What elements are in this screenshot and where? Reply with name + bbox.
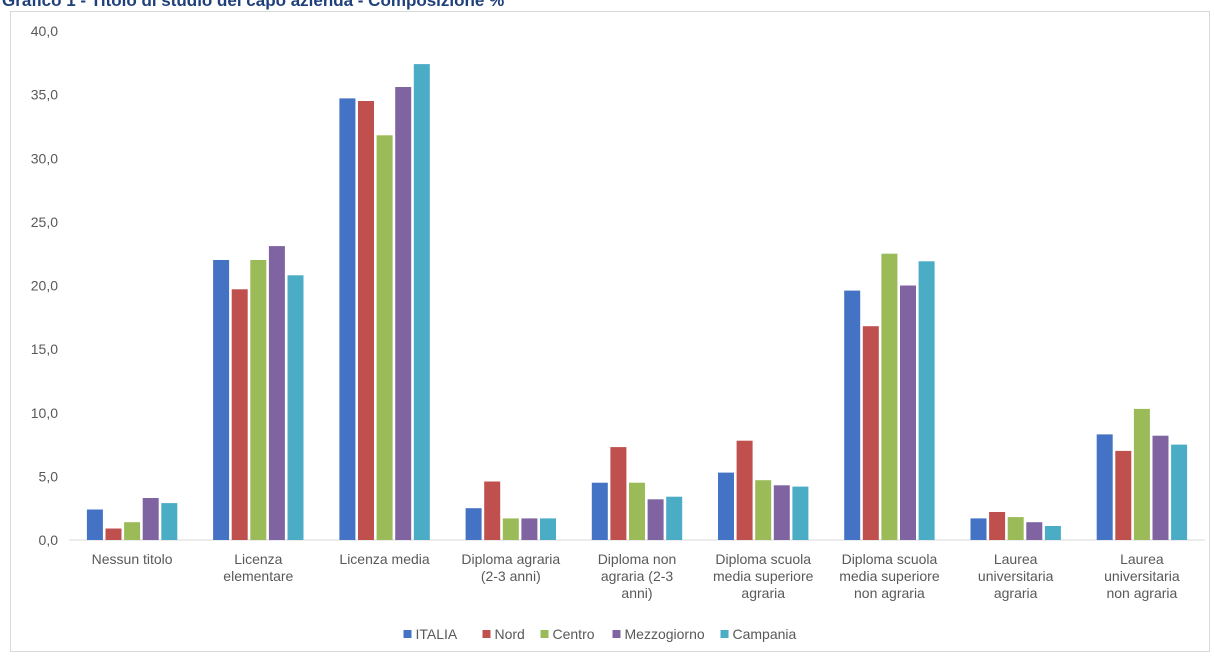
bar-italia — [465, 508, 482, 540]
chart-frame — [10, 11, 1210, 652]
x-category-label: Diploma non agraria (2-3 anni) — [598, 551, 677, 601]
bar-italia — [718, 472, 734, 540]
bar-campania — [161, 503, 178, 540]
legend-swatch-campania — [720, 630, 729, 638]
bar-nord — [231, 289, 248, 540]
x-category-label: Licenza media — [339, 551, 429, 567]
bar-campania — [413, 64, 430, 540]
x-category-label: Diploma scuola media superiore agraria — [713, 551, 814, 601]
y-tick-label: 25,0 — [31, 214, 58, 230]
legend-swatch-mezzogiorno — [612, 630, 621, 638]
bar-italia — [844, 290, 861, 540]
x-category-label: Laurea universitaria agraria — [978, 551, 1054, 601]
bar-centro — [881, 253, 898, 540]
bar-centro — [629, 482, 645, 540]
chart-title: Grafico 1 - Titolo di studio del capo az… — [2, 0, 505, 10]
legend-label-campania: Campania — [733, 626, 797, 642]
bar-campania — [287, 275, 304, 540]
bar-italia — [1096, 434, 1113, 540]
bar-nord — [610, 447, 627, 540]
bar-mezzogiorno — [1152, 435, 1169, 540]
y-axis: 0,0 5,0 10,0 15,0 20,0 25,0 30,0 35,0 40,0 — [31, 23, 58, 548]
bar-centro — [502, 518, 519, 540]
bar-centro — [124, 522, 141, 540]
x-category-label: Laurea universitaria non agraria — [1104, 551, 1180, 601]
bar-campania — [540, 518, 556, 540]
x-category-label: Diploma agraria (2-3 anni) — [461, 551, 560, 584]
y-tick-label: 10,0 — [31, 405, 58, 421]
legend-swatch-centro — [540, 630, 549, 638]
bar-centro — [755, 480, 772, 540]
bars — [86, 64, 1188, 541]
x-axis-labels: Nessun titolo Licenza elementare Licenza me… — [92, 551, 1180, 601]
bar-nord — [1115, 450, 1132, 540]
legend-label-nord: Nord — [495, 626, 525, 642]
bar-mezzogiorno — [900, 285, 916, 540]
y-tick-label: 30,0 — [31, 150, 58, 166]
bar-centro — [376, 135, 393, 541]
bar-mezzogiorno — [521, 518, 538, 540]
bar-nord — [862, 326, 879, 540]
y-tick-label: 15,0 — [31, 341, 58, 357]
legend: ITALIA Nord Centro Mezzogiorno Campania — [403, 626, 797, 642]
bar-campania — [666, 496, 683, 540]
x-category-label: Diploma scuola media superiore non agraria — [839, 551, 940, 601]
y-tick-label: 5,0 — [39, 468, 59, 484]
x-category-label: Licenza elementare — [223, 551, 293, 584]
legend-swatch-italia — [403, 630, 412, 638]
bar-mezzogiorno — [773, 485, 790, 540]
bar-campania — [918, 261, 935, 540]
y-tick-label: 35,0 — [31, 87, 58, 103]
bar-mezzogiorno — [142, 498, 159, 540]
bar-campania — [792, 486, 809, 540]
bar-centro — [1133, 408, 1150, 540]
bar-mezzogiorno — [268, 246, 285, 540]
bar-italia — [86, 509, 103, 540]
legend-swatch-nord — [482, 630, 491, 638]
bar-mezzogiorno — [647, 499, 664, 540]
bar-centro — [250, 260, 267, 540]
bar-centro — [1007, 517, 1024, 540]
bar-italia — [591, 482, 608, 540]
x-category-label: Nessun titolo — [92, 551, 173, 567]
legend-label-mezzogiorno: Mezzogiorno — [625, 626, 705, 642]
y-tick-label: 20,0 — [31, 278, 58, 294]
bar-nord — [736, 440, 753, 540]
bar-campania — [1171, 444, 1188, 540]
bar-nord — [484, 481, 501, 540]
bar-nord — [989, 512, 1006, 540]
legend-label-centro: Centro — [553, 626, 595, 642]
bar-mezzogiorno — [395, 87, 412, 540]
bar-nord — [105, 528, 122, 540]
bar-campania — [1044, 526, 1061, 540]
bar-italia — [213, 260, 230, 540]
legend-label-italia: ITALIA — [416, 626, 458, 642]
bar-italia — [339, 98, 356, 541]
bar-mezzogiorno — [1026, 522, 1043, 540]
bar-nord — [358, 101, 374, 540]
bar-italia — [970, 518, 987, 540]
y-tick-label: 40,0 — [31, 23, 58, 39]
y-tick-label: 0,0 — [39, 532, 59, 548]
